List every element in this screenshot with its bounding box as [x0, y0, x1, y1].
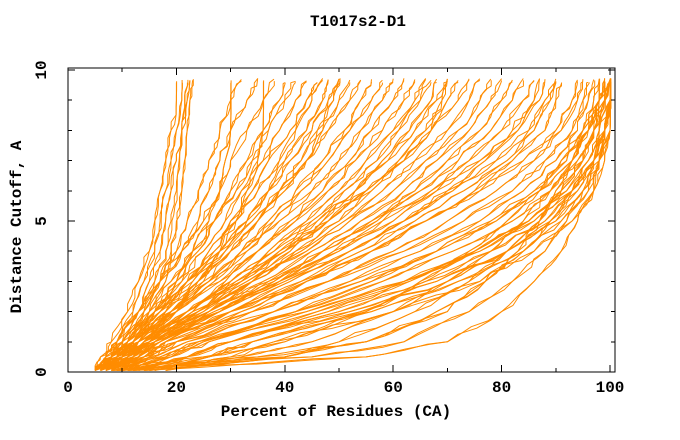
model-curve [94, 80, 191, 371]
model-curve [111, 78, 427, 371]
plot-frame [67, 67, 616, 373]
model-curve [111, 79, 578, 371]
x-tick-label: 40 [275, 379, 294, 397]
model-curve [94, 82, 177, 371]
tick-labels: 0 20 40 60 80 100 0 5 10 [33, 60, 624, 397]
model-curve [111, 78, 606, 371]
model-curve [94, 80, 191, 371]
x-tick-label: 0 [63, 379, 73, 397]
model-curve [111, 80, 611, 371]
y-tick-label: 10 [33, 60, 51, 79]
model-curve [100, 80, 492, 371]
model-curve [122, 80, 611, 371]
y-tick-label: 5 [33, 216, 51, 226]
y-tick-label: 0 [33, 367, 51, 377]
model-curve [116, 80, 596, 371]
y-axis-label: Distance Cutoff, A [8, 140, 26, 314]
model-curve [105, 80, 524, 371]
model-curve [111, 79, 606, 371]
x-tick-label: 20 [167, 379, 186, 397]
model-curve [127, 82, 562, 371]
model-curve [100, 80, 296, 371]
model-curve [100, 81, 416, 371]
model-curve [105, 82, 286, 371]
model-curve [105, 82, 590, 371]
model-curve [100, 80, 232, 371]
axis-ticks [67, 68, 615, 373]
model-curve [116, 81, 557, 371]
model-curve [94, 81, 275, 371]
model-curve [116, 79, 481, 371]
model-curve [127, 82, 611, 371]
model-curve [94, 78, 340, 371]
model-curve [143, 79, 611, 371]
x-axis-label: Percent of Residues (CA) [220, 403, 452, 421]
model-curve [111, 79, 427, 371]
model-curve [132, 82, 600, 371]
model-curve [122, 81, 546, 371]
x-tick-label: 100 [596, 379, 625, 397]
x-tick-label: 80 [492, 379, 511, 397]
model-curve [116, 80, 535, 371]
chart-title: T1017s2-D1 [309, 13, 407, 31]
model-curve [132, 81, 611, 371]
model-curve [105, 78, 557, 371]
model-curve [100, 80, 448, 371]
model-curve [100, 81, 448, 371]
model-curve [110, 80, 503, 371]
model-curve [111, 81, 611, 371]
model-curves-group [94, 78, 612, 371]
model-curve [94, 81, 178, 371]
model-curve [116, 78, 611, 371]
model-curve [100, 80, 362, 371]
model-curve [111, 78, 601, 371]
model-curve [127, 80, 611, 371]
x-tick-label: 60 [384, 379, 403, 397]
model-curve [94, 81, 307, 371]
model-curve [127, 82, 563, 371]
